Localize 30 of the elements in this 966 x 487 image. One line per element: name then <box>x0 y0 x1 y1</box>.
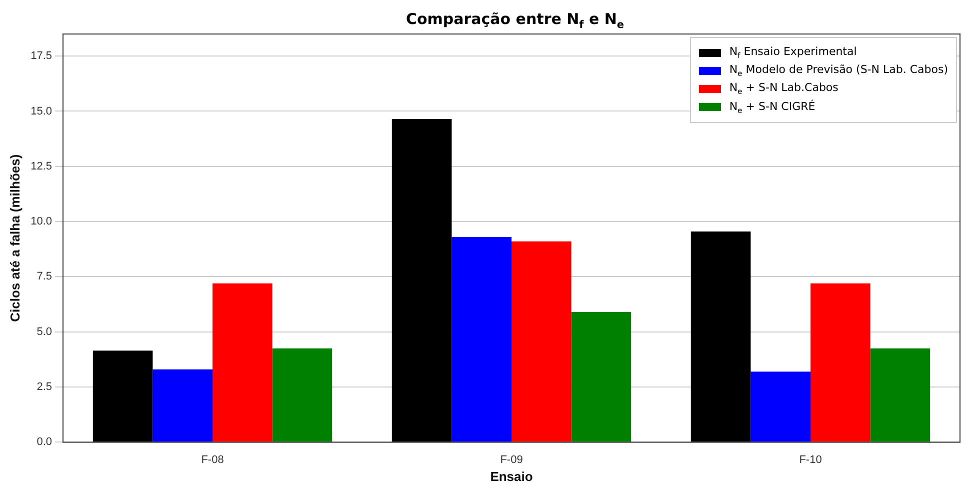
bar <box>870 348 930 442</box>
y-tick-label: 7.5 <box>36 270 52 283</box>
bar <box>212 283 272 442</box>
bar <box>750 372 810 442</box>
legend-label: N$_{e}$ + S-N Lab.Cabos <box>729 81 838 97</box>
bar <box>690 231 751 442</box>
x-tick-label: F-09 <box>500 454 523 466</box>
legend-label: N$_{e}$ + S-N CIGRÉ <box>729 100 816 115</box>
y-tick-label: 10.0 <box>30 216 52 228</box>
legend-label: N$_{f}$ Ensaio Experimental <box>729 45 857 60</box>
y-tick-label: 17.5 <box>30 50 52 62</box>
y-tick-label: 15.0 <box>30 105 52 118</box>
x-tick-label: F-10 <box>799 454 822 466</box>
chart-title: Comparação entre N$_{f}$ e N$_{e}$ <box>404 10 626 31</box>
bar <box>272 348 332 442</box>
x-axis-title: Ensaio <box>490 468 533 484</box>
y-tick-label: 0.0 <box>36 436 52 448</box>
y-axis-title: Ciclos até a falha (milhões) <box>7 154 22 322</box>
legend-label: N$_{e}$ Modelo de Previsão (S-N Lab. Cabos) <box>729 63 948 78</box>
bar <box>392 118 452 442</box>
bar <box>810 283 870 442</box>
x-tick-label: F-08 <box>201 454 224 466</box>
y-tick-label: 5.0 <box>36 326 52 338</box>
y-tick-label: 12.5 <box>30 160 52 172</box>
bar <box>452 236 512 442</box>
bar <box>152 369 213 442</box>
y-tick-label: 2.5 <box>36 381 52 394</box>
bar <box>571 312 632 442</box>
bar <box>512 241 572 442</box>
bar <box>92 350 153 442</box>
